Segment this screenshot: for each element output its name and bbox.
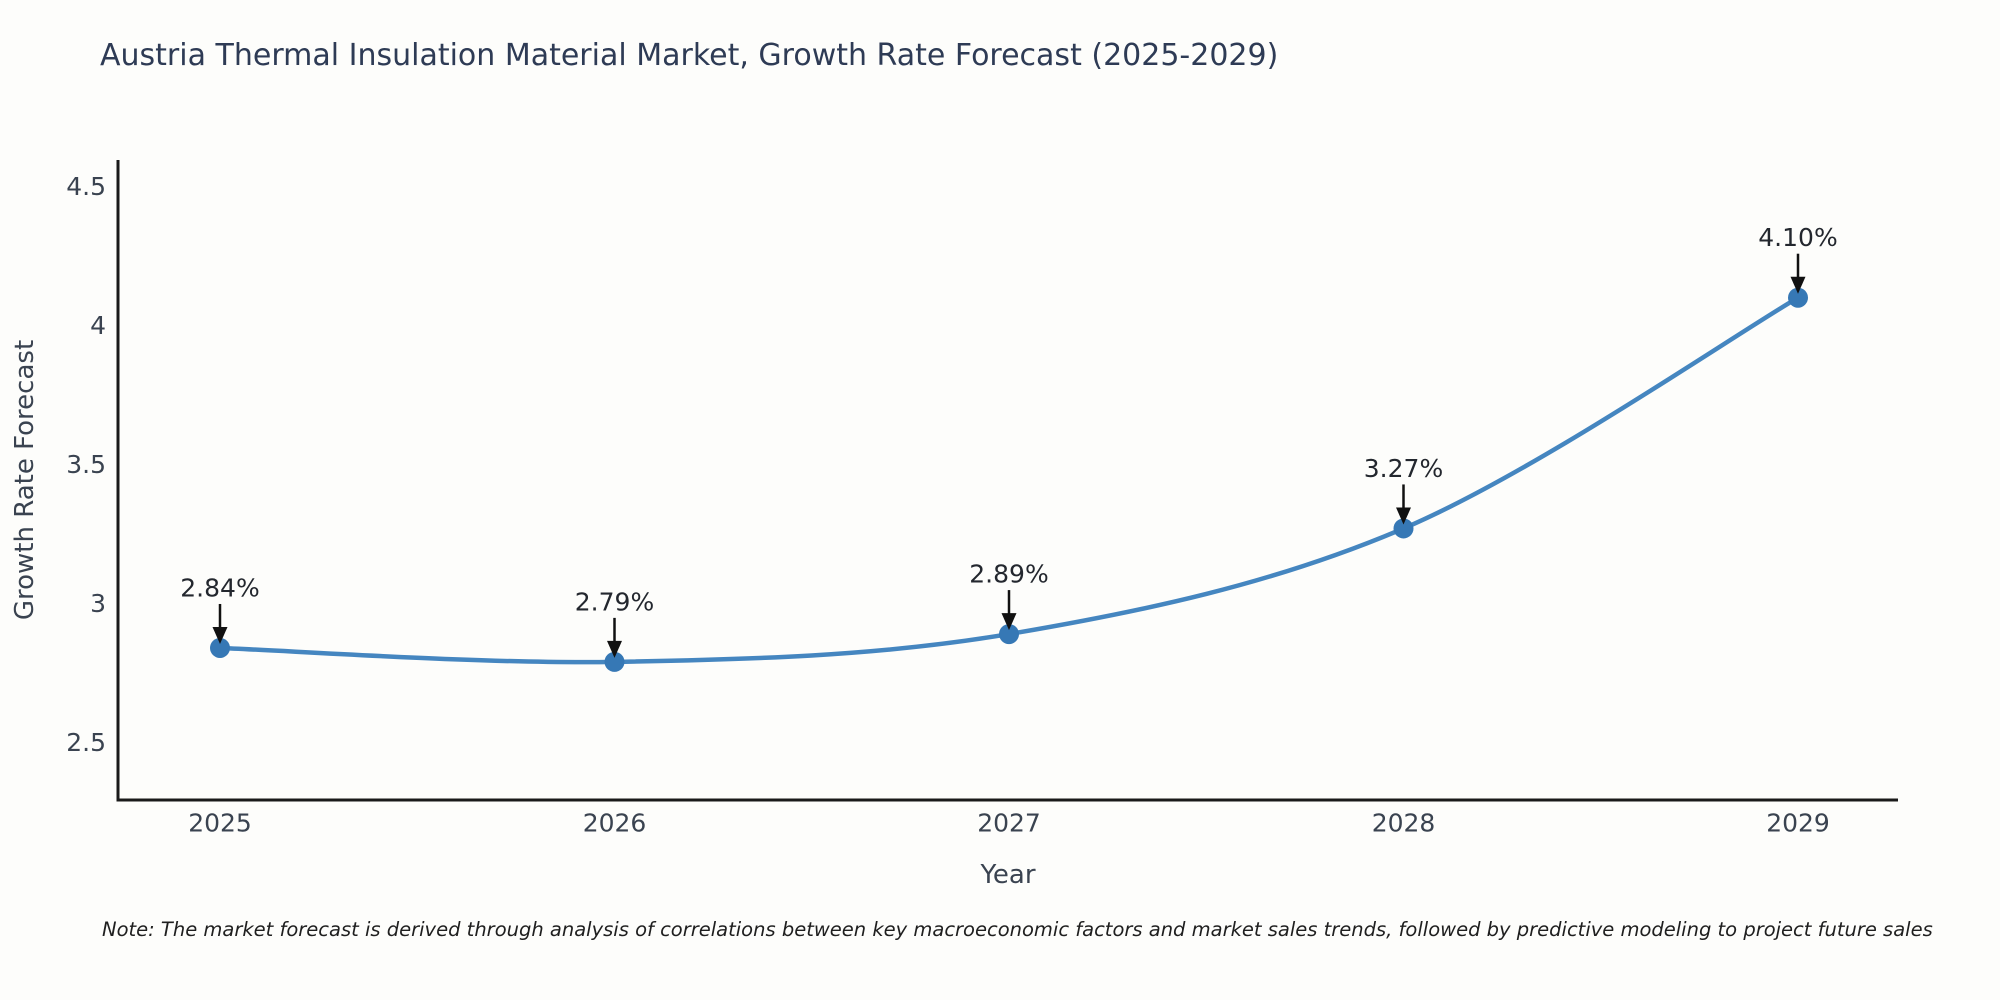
- data-point-marker: [604, 651, 625, 672]
- annotation-label: 2.84%: [180, 573, 259, 602]
- annotation-label: 2.79%: [575, 587, 654, 616]
- annotation-label: 2.89%: [969, 560, 1048, 589]
- x-tick-label: 2027: [977, 809, 1041, 838]
- data-point-marker: [210, 637, 230, 658]
- data-point-marker: [999, 624, 1019, 645]
- x-tick-label: 2025: [188, 809, 252, 838]
- annotation-arrowhead: [212, 626, 228, 644]
- annotation-label: 4.10%: [1758, 223, 1837, 252]
- y-tick-label: 3: [90, 589, 106, 618]
- annotation-arrowhead: [1396, 507, 1411, 525]
- y-tick-label: 3.5: [66, 450, 106, 479]
- annotation-label: 3.27%: [1364, 454, 1443, 483]
- y-tick-label: 4: [90, 311, 106, 340]
- x-tick-label: 2029: [1766, 809, 1830, 838]
- annotation-arrowhead: [1790, 276, 1806, 294]
- x-tick-label: 2026: [583, 809, 647, 838]
- footnote: Note: The market forecast is derived thr…: [102, 918, 1933, 941]
- data-point-marker: [1393, 518, 1414, 539]
- x-tick-label: 2028: [1372, 809, 1436, 838]
- chart-title: Austria Thermal Insulation Material Mark…: [100, 38, 1279, 73]
- data-point-marker: [1788, 287, 1808, 308]
- x-axis-title: Year: [980, 860, 1036, 890]
- annotation-arrowhead: [1001, 613, 1017, 631]
- y-tick-label: 4.5: [66, 172, 106, 201]
- y-tick-label: 2.5: [66, 728, 106, 757]
- annotation-arrowhead: [607, 640, 622, 658]
